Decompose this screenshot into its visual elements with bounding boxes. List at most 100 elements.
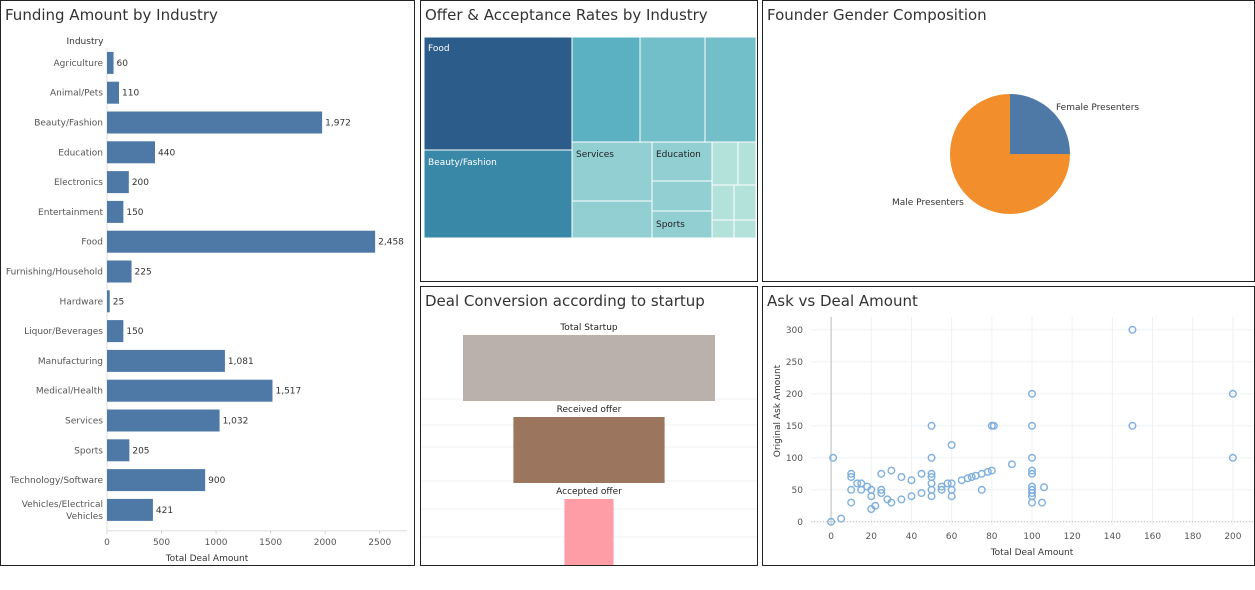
bar-value-label: 900 bbox=[208, 476, 225, 486]
treemap-cell bbox=[571, 200, 653, 239]
treemap-cell bbox=[571, 36, 641, 143]
treemap-cell bbox=[651, 210, 713, 239]
funding-panel: Funding Amount by Industry Industry Agric… bbox=[0, 0, 415, 566]
scatter-point bbox=[989, 421, 998, 430]
bar-value-label: 25 bbox=[113, 297, 124, 307]
scatter-point bbox=[1028, 453, 1037, 462]
x-tick-label: 20 bbox=[866, 532, 878, 542]
deal-conversion-chart: Total Startup Received offer Accepted offe… bbox=[421, 323, 757, 565]
pie-slice bbox=[950, 94, 1070, 214]
bar bbox=[107, 409, 220, 432]
scatter-point bbox=[867, 485, 876, 494]
scatter-point bbox=[927, 453, 936, 462]
scatter-point bbox=[877, 485, 886, 494]
x-tick-label: 0 bbox=[104, 538, 110, 548]
ask-vs-deal-scatter: 0 20 40 60 80 100 120 140 160 180 200 0 50 100 150 200 2… bbox=[773, 317, 1253, 558]
scatter-point bbox=[1228, 453, 1237, 462]
treemap-label: Sports bbox=[656, 220, 685, 230]
scatter-point bbox=[1128, 421, 1137, 430]
y-tick-label: 150 bbox=[786, 422, 803, 432]
category-label: Technology/Software bbox=[9, 476, 104, 486]
scatter-point bbox=[887, 498, 896, 507]
scatter-point bbox=[1040, 483, 1049, 492]
scatter-point bbox=[1028, 469, 1037, 478]
x-tick-label: 0 bbox=[828, 532, 834, 542]
treemap-label: Food bbox=[428, 44, 450, 54]
category-label: Manufacturing bbox=[38, 357, 103, 367]
treemap-cell bbox=[711, 184, 735, 221]
y-tick-label: 50 bbox=[792, 486, 804, 496]
x-axis-title: Total Deal Amount bbox=[990, 548, 1074, 558]
scatter-point bbox=[1228, 389, 1237, 398]
scatter-point bbox=[1038, 498, 1047, 507]
y-tick-label: 100 bbox=[786, 454, 803, 464]
x-tick-label: 100 bbox=[1023, 532, 1040, 542]
row-header: Industry bbox=[66, 37, 104, 47]
bar-value-label: 225 bbox=[135, 268, 152, 278]
category-label: Vehicles bbox=[66, 512, 103, 522]
category-label: Entertainment bbox=[38, 208, 103, 218]
bar-value-label: 1,032 bbox=[223, 417, 249, 427]
pie-slice bbox=[1010, 94, 1070, 154]
funnel-bar bbox=[463, 335, 715, 401]
scatter-point bbox=[937, 482, 946, 491]
bar-value-label: 60 bbox=[117, 59, 129, 69]
bar bbox=[107, 498, 153, 521]
scatter-point bbox=[927, 472, 936, 481]
x-tick-label: 120 bbox=[1064, 532, 1081, 542]
scatter-point bbox=[877, 488, 886, 497]
category-label: Food bbox=[81, 238, 103, 248]
scatter-point bbox=[907, 492, 916, 501]
scatter-point bbox=[829, 453, 838, 462]
bar bbox=[107, 439, 130, 462]
scatter-point bbox=[847, 472, 856, 481]
scatter-point bbox=[947, 440, 956, 449]
bar bbox=[107, 290, 110, 313]
funnel-label: Received offer bbox=[557, 405, 622, 415]
bar-value-label: 150 bbox=[126, 327, 143, 337]
funnel-title: Deal Conversion according to startup bbox=[425, 292, 705, 310]
y-tick-label: 250 bbox=[786, 358, 803, 368]
treemap-label: Education bbox=[656, 150, 701, 160]
x-tick-label: 500 bbox=[153, 538, 170, 548]
bar bbox=[107, 469, 206, 492]
funnel-panel: Deal Conversion according to startup Tot… bbox=[420, 286, 758, 566]
bar bbox=[107, 230, 376, 253]
scatter-point bbox=[877, 469, 886, 478]
y-tick-label: 300 bbox=[786, 326, 803, 336]
y-tick-label: 200 bbox=[786, 390, 803, 400]
x-tick-label: 140 bbox=[1104, 532, 1121, 542]
bar-value-label: 421 bbox=[156, 506, 173, 516]
category-label: Services bbox=[65, 417, 103, 427]
category-label: Hardware bbox=[60, 297, 104, 307]
bar bbox=[107, 320, 124, 343]
scatter-point bbox=[987, 466, 996, 475]
scatter-point bbox=[927, 469, 936, 478]
bar bbox=[107, 379, 273, 402]
treemap-cell bbox=[423, 36, 573, 151]
pie-label-male: Male Presenters bbox=[892, 198, 964, 208]
funnel-label: Accepted offer bbox=[556, 487, 622, 497]
funnel-bar bbox=[564, 499, 614, 565]
treemap-cell bbox=[639, 36, 706, 143]
scatter-point bbox=[963, 474, 972, 483]
scatter-point bbox=[1028, 389, 1037, 398]
gender-panel: Founder Gender Composition Female Presen… bbox=[762, 0, 1255, 282]
offer-panel: Offer & Acceptance Rates by Industry Foo… bbox=[420, 0, 758, 282]
category-label: Electronics bbox=[54, 178, 103, 188]
bar-value-label: 205 bbox=[132, 446, 149, 456]
bar bbox=[107, 260, 132, 283]
scatter-point bbox=[847, 469, 856, 478]
scatter-point bbox=[1028, 485, 1037, 494]
category-label: Animal/Pets bbox=[50, 89, 103, 99]
scatter-point bbox=[837, 514, 846, 523]
bar bbox=[107, 141, 155, 164]
x-tick-label: 180 bbox=[1184, 532, 1201, 542]
treemap-label: Services bbox=[576, 150, 614, 160]
scatter-point bbox=[887, 466, 896, 475]
treemap-cell bbox=[423, 149, 573, 239]
scatter-point bbox=[1028, 466, 1037, 475]
scatter-title: Ask vs Deal Amount bbox=[767, 292, 918, 310]
category-label: Medical/Health bbox=[36, 387, 103, 397]
funnel-bar bbox=[513, 417, 665, 483]
